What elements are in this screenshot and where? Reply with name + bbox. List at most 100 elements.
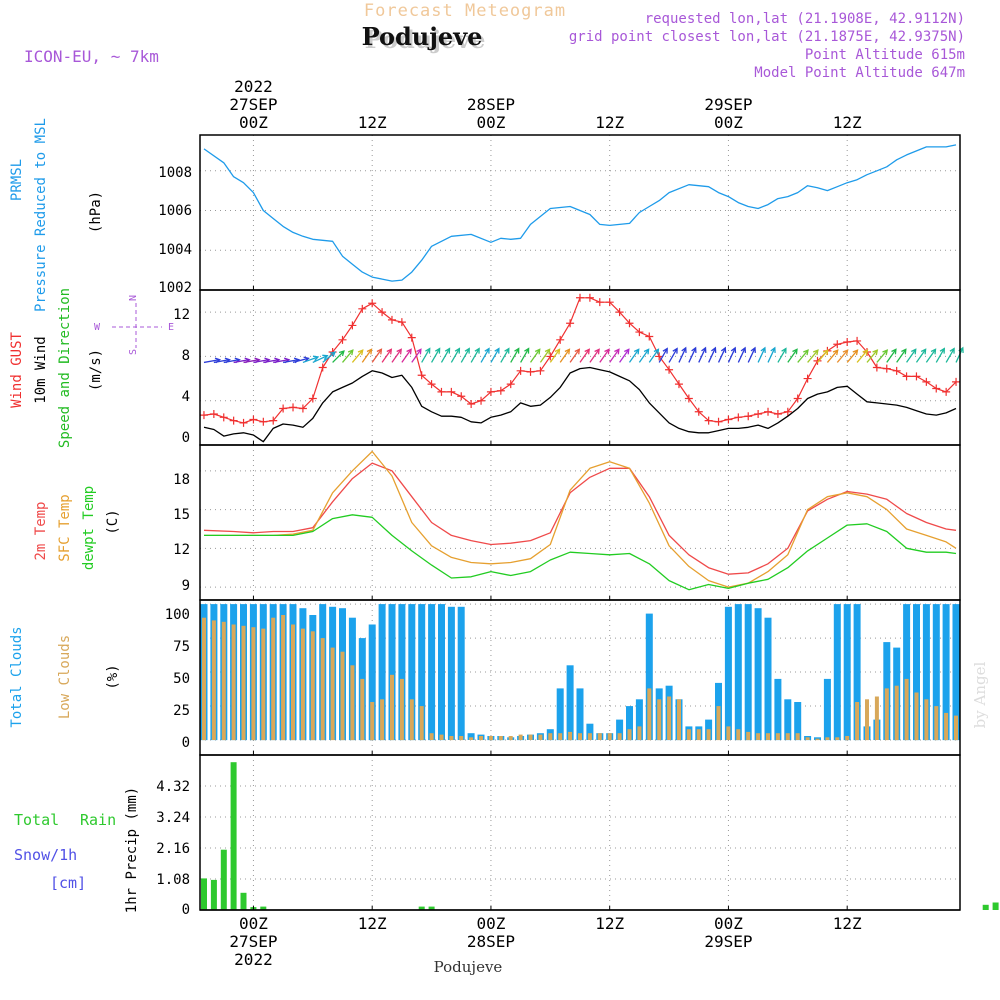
wind-arrow-head <box>862 349 869 356</box>
snow-unit: [cm] <box>50 874 86 892</box>
wind-arrow <box>787 348 798 363</box>
forecast-title: Forecast Meteogram <box>364 1 566 21</box>
wind-arrow <box>292 357 309 364</box>
top-time-label: 00Z <box>714 113 743 132</box>
temp-dewpt-line <box>204 514 957 591</box>
low-cloud-bar <box>944 712 949 741</box>
top-time-label: 00Z <box>239 113 268 132</box>
total-cloud-bar <box>903 604 911 741</box>
gust-marker <box>882 364 891 373</box>
wind-arrow <box>283 359 299 364</box>
wind-arrow <box>223 359 240 364</box>
low-cloud-bar <box>271 617 276 741</box>
low-cloud-bar <box>657 699 662 741</box>
low-cloud-bar <box>568 731 573 741</box>
wind-arrow-head <box>939 347 945 354</box>
top-time-label: 29SEP <box>704 95 752 114</box>
wind-arrow-head <box>681 346 687 353</box>
top-time-label: 12Z <box>595 113 624 132</box>
gust-marker <box>239 418 248 427</box>
compass-east: E <box>168 322 174 333</box>
wind-arrow-head <box>949 347 955 354</box>
top-time-label: 12Z <box>833 113 862 132</box>
wind-arrow-head <box>584 348 590 355</box>
gust-marker <box>704 416 713 425</box>
gust-marker <box>922 377 931 386</box>
wind-arrow-head <box>594 348 600 355</box>
wind-arrow-head <box>416 348 422 355</box>
low-cloud-bar <box>488 736 493 741</box>
total-cloud-bar <box>635 699 643 741</box>
wind-arrow-head <box>842 349 849 356</box>
rain-bar <box>220 849 227 910</box>
wind-arrow-head <box>574 348 581 355</box>
top-time-label: 2022 <box>234 77 273 96</box>
wind-arrow-head <box>464 347 470 354</box>
bottom-time-label: 00Z <box>476 914 505 933</box>
temp-tick-label: 15 <box>173 507 190 523</box>
wind-arrow-head <box>653 348 660 355</box>
gust-marker <box>348 321 357 330</box>
low-cloud-bar <box>845 736 850 741</box>
wind-arrow <box>371 348 382 363</box>
gust-marker <box>467 400 476 409</box>
pressure-tick-label: 1006 <box>158 203 192 219</box>
low-cloud-bar <box>409 699 414 741</box>
wind-arrow-head <box>803 349 809 356</box>
wind-arrow <box>678 347 687 363</box>
wind-arrow <box>411 348 422 363</box>
pressure-line <box>203 144 957 282</box>
gust-marker <box>249 415 258 424</box>
wind-arrow <box>520 348 530 363</box>
total-cloud-bar <box>467 733 475 740</box>
gust-marker <box>407 333 416 342</box>
bottom-time-label: 12Z <box>358 914 387 933</box>
gust-marker <box>892 366 901 375</box>
low-cloud-bar <box>360 678 365 741</box>
wind-arrow <box>322 351 336 363</box>
footer-location: Podujeve <box>434 958 503 976</box>
low-cloud-bar <box>479 736 483 741</box>
bottom-time-label: 29SEP <box>704 932 752 951</box>
gust-marker <box>536 366 545 375</box>
wind-dir-label: Speed and Direction <box>57 288 73 448</box>
precip-tick-label: 1.08 <box>156 872 190 888</box>
gust-marker <box>457 392 466 401</box>
low-cloud-bar <box>508 736 513 741</box>
low-cloud-bar <box>736 729 741 741</box>
low-cloud-bar <box>805 737 810 740</box>
wind-arrow-head <box>554 348 561 355</box>
wind-arrow <box>361 348 373 363</box>
pressure-label-1: PRMSL <box>9 159 25 201</box>
wind-arrow <box>668 348 678 363</box>
gust-marker <box>516 366 525 375</box>
low-cloud-bar <box>706 729 711 741</box>
low-cloud-bar <box>291 624 295 741</box>
rain-label-total: Total <box>14 811 59 829</box>
pressure-label-2: Pressure Reduced to MSL <box>33 118 49 312</box>
gust-marker <box>615 308 624 317</box>
low-cloud-bar <box>716 706 721 741</box>
gust-marker <box>942 387 951 396</box>
total-clouds-label: Total Clouds <box>9 626 25 727</box>
compass-west: W <box>94 322 101 333</box>
wind-speed-line <box>203 366 957 443</box>
gust-marker <box>437 387 446 396</box>
total-cloud-bar <box>645 613 653 740</box>
wind-arrow <box>767 347 776 363</box>
total-cloud-bar <box>724 606 732 740</box>
gust-marker <box>714 417 723 426</box>
wind-arrow <box>460 348 470 363</box>
low-cloud-bar <box>350 665 355 741</box>
wind-arrow <box>717 347 726 363</box>
wind-arrow <box>846 349 858 363</box>
wind-arrow-head <box>872 349 879 356</box>
compass-north: N <box>128 295 139 301</box>
wind-tick-label: 4 <box>182 389 190 405</box>
gust-marker <box>566 319 575 328</box>
wind-arrow-head <box>504 347 510 354</box>
pressure-tick-label: 1002 <box>158 280 192 296</box>
gust-marker <box>556 335 565 344</box>
